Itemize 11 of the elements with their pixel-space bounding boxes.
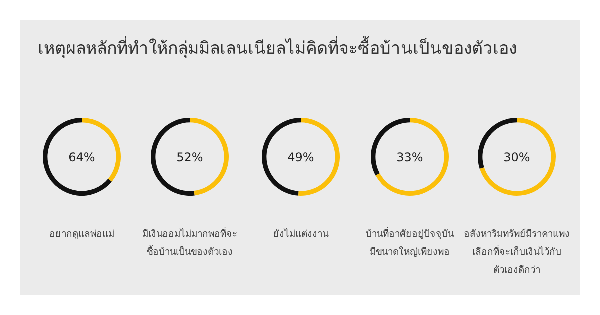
text: เหตุผลหลักที่ทำให้กลุ่มมิลเลนเนียลไม่คิดที่จะซื้อบ้านเป็นของตัวเอง xyxy=(38,35,517,61)
text: 64% xyxy=(68,150,96,164)
text: 52% xyxy=(176,150,204,164)
text: 33% xyxy=(396,150,424,164)
text: 49% xyxy=(288,150,314,164)
text: มีเงินออมไม่มากพอที่จะ ซื้อบ้านเป็นของตัวเอง xyxy=(142,226,238,260)
text: ยังไม่แต่งงาน xyxy=(272,228,330,242)
text: 30% xyxy=(504,150,530,164)
text: อยากดูแลพ่อแม่ xyxy=(48,228,116,242)
text: บ้านที่อาศัยอยู่ปัจจุบัน มีขนาดใหญ่เพียงพอ xyxy=(366,229,454,258)
text: อสังหาริมทรัพย์มีราคาแพง เลือกที่จะเก็บเงินไว้กับ ตัวเองดีกว่า xyxy=(463,228,571,278)
